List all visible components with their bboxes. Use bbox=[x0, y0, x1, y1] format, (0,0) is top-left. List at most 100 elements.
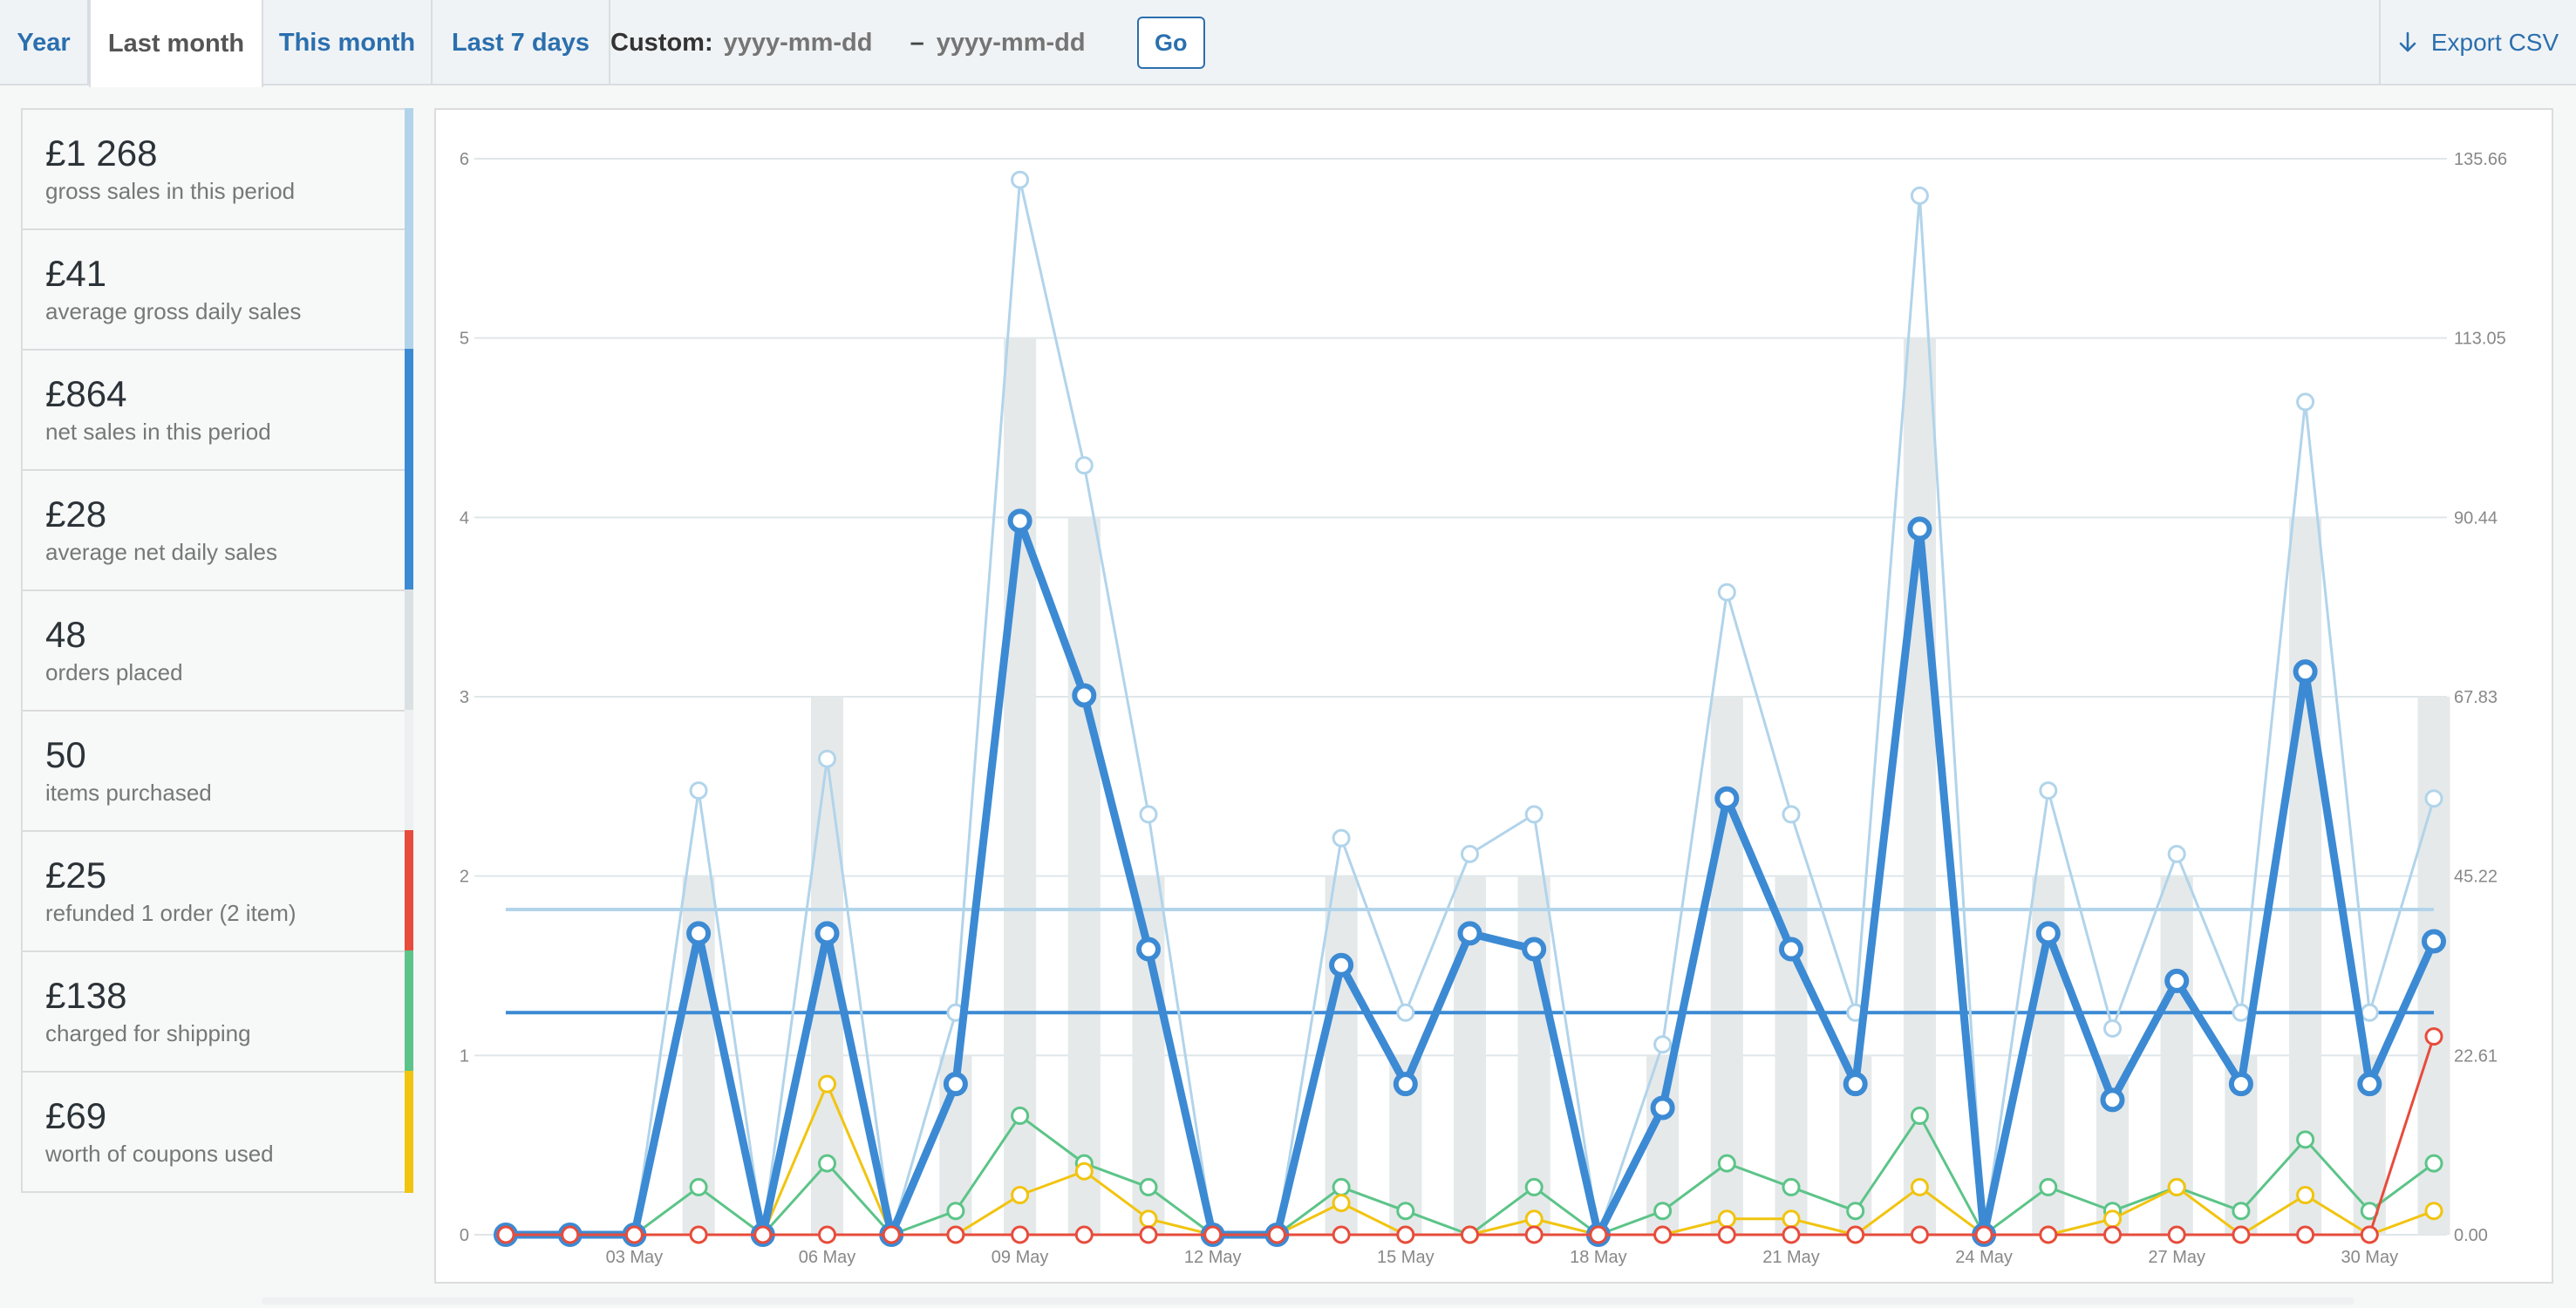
date-range-bar: Year Last month This month Last 7 days C… bbox=[0, 0, 2576, 87]
point-net-sales-in-this-period bbox=[1522, 937, 1547, 962]
export-csv-button[interactable]: Export CSV bbox=[2379, 0, 2576, 85]
x-tick-label: 21 May bbox=[1762, 1248, 1820, 1267]
legend-item[interactable]: £1 268 gross sales in this period bbox=[23, 108, 413, 230]
legend-item[interactable]: £864 net sales in this period bbox=[23, 349, 413, 471]
point-net-sales-in-this-period bbox=[2035, 921, 2061, 946]
point-charged-for-shipping bbox=[818, 1154, 836, 1173]
legend-color-swatch bbox=[405, 1071, 413, 1193]
point-charged-for-shipping bbox=[2296, 1130, 2315, 1149]
point-refunded-1-order-(2-item) bbox=[1653, 1225, 1673, 1244]
tab-last-7-days[interactable]: Last 7 days bbox=[433, 0, 610, 85]
legend-description: worth of coupons used bbox=[45, 1141, 274, 1167]
point-worth-of-coupons-used bbox=[1332, 1194, 1351, 1213]
legend-item[interactable]: £69 worth of coupons used bbox=[23, 1071, 413, 1193]
point-net-sales-in-this-period bbox=[1457, 921, 1482, 946]
tab-last-month[interactable]: Last month bbox=[89, 0, 263, 87]
point-gross-sales-in-this-period bbox=[1139, 805, 1158, 824]
y-left-tick-label: 2 bbox=[460, 868, 469, 887]
go-button[interactable]: Go bbox=[1136, 17, 1205, 69]
legend-item[interactable]: £25 refunded 1 order (2 item) bbox=[23, 830, 413, 952]
legend-amount: £25 bbox=[45, 855, 107, 896]
point-charged-for-shipping bbox=[1011, 1107, 1030, 1126]
legend-amount: £138 bbox=[45, 975, 127, 1016]
legend-item[interactable]: £28 average net daily sales bbox=[23, 469, 413, 591]
point-refunded-1-order-(2-item) bbox=[2232, 1225, 2251, 1244]
point-gross-sales-in-this-period bbox=[818, 749, 836, 768]
point-worth-of-coupons-used bbox=[1910, 1177, 1929, 1196]
bar-items-purchased bbox=[1004, 337, 1037, 1236]
point-refunded-1-order-(2-item) bbox=[1461, 1225, 1479, 1244]
x-tick-label: 06 May bbox=[799, 1248, 856, 1267]
legend-amount: 48 bbox=[45, 614, 86, 655]
x-tick-label: 12 May bbox=[1184, 1248, 1242, 1267]
legend-description: items purchased bbox=[45, 780, 212, 806]
point-worth-of-coupons-used bbox=[1717, 1209, 1736, 1229]
end-date-input[interactable] bbox=[936, 28, 1111, 58]
point-refunded-1-order-(2-item) bbox=[561, 1225, 580, 1244]
point-refunded-1-order-(2-item) bbox=[689, 1225, 708, 1244]
point-charged-for-shipping bbox=[1396, 1202, 1415, 1221]
point-net-sales-in-this-period bbox=[1007, 508, 1032, 534]
legend-description: refunded 1 order (2 item) bbox=[45, 900, 296, 926]
x-tick-label: 15 May bbox=[1377, 1248, 1435, 1267]
point-worth-of-coupons-used bbox=[2167, 1177, 2186, 1196]
point-gross-sales-in-this-period bbox=[1717, 582, 1736, 602]
point-gross-sales-in-this-period bbox=[1524, 805, 1544, 824]
point-gross-sales-in-this-period bbox=[1332, 828, 1351, 848]
legend-item[interactable]: 50 items purchased bbox=[23, 710, 413, 832]
y-right-tick-label: 90.44 bbox=[2454, 508, 2498, 528]
point-net-sales-in-this-period bbox=[1843, 1072, 1868, 1097]
legend-color-swatch bbox=[405, 589, 413, 712]
point-worth-of-coupons-used bbox=[818, 1074, 836, 1093]
point-refunded-1-order-(2-item) bbox=[1396, 1225, 1415, 1244]
legend-item[interactable]: 48 orders placed bbox=[23, 589, 413, 712]
point-gross-sales-in-this-period bbox=[1074, 456, 1094, 475]
point-gross-sales-in-this-period bbox=[1461, 844, 1479, 863]
point-worth-of-coupons-used bbox=[2296, 1186, 2315, 1205]
y-left-tick-label: 5 bbox=[460, 330, 469, 349]
tab-year[interactable]: Year bbox=[0, 0, 89, 85]
legend-color-swatch bbox=[405, 950, 413, 1073]
point-refunded-1-order-(2-item) bbox=[496, 1225, 515, 1244]
bar-items-purchased bbox=[1903, 337, 1936, 1236]
x-tick-label: 09 May bbox=[992, 1248, 1049, 1267]
point-gross-sales-in-this-period bbox=[1782, 805, 1801, 824]
y-right-tick-label: 113.05 bbox=[2454, 330, 2506, 349]
legend-amount: £28 bbox=[45, 494, 107, 535]
start-date-input[interactable] bbox=[723, 28, 898, 58]
legend-amount: £69 bbox=[45, 1095, 107, 1136]
x-tick-label: 03 May bbox=[606, 1248, 664, 1267]
point-gross-sales-in-this-period bbox=[1011, 170, 1030, 189]
point-gross-sales-in-this-period bbox=[2103, 1018, 2122, 1038]
y-right-tick-label: 22.61 bbox=[2454, 1046, 2498, 1066]
legend-color-swatch bbox=[405, 469, 413, 591]
legend-amount: £1 268 bbox=[45, 133, 158, 174]
point-refunded-1-order-(2-item) bbox=[1332, 1225, 1351, 1244]
sales-chart: 0 0.00 1 22.61 2 45.22 3 67.83 4 90.44 5 113.05 6 135… bbox=[434, 108, 2553, 1284]
point-net-sales-in-this-period bbox=[2164, 968, 2190, 993]
point-refunded-1-order-(2-item) bbox=[818, 1225, 836, 1244]
x-tick-label: 24 May bbox=[1955, 1248, 2013, 1267]
point-net-sales-in-this-period bbox=[2100, 1087, 2125, 1113]
point-refunded-1-order-(2-item) bbox=[2424, 1027, 2443, 1046]
point-refunded-1-order-(2-item) bbox=[753, 1225, 773, 1244]
y-right-tick-label: 45.22 bbox=[2454, 868, 2498, 887]
point-gross-sales-in-this-period bbox=[1396, 1003, 1415, 1022]
point-gross-sales-in-this-period bbox=[1653, 1035, 1673, 1054]
custom-range-label: Custom: bbox=[610, 28, 713, 57]
legend-description: orders placed bbox=[45, 659, 183, 685]
point-gross-sales-in-this-period bbox=[2039, 781, 2058, 800]
point-charged-for-shipping bbox=[1139, 1177, 1158, 1196]
y-right-tick-label: 135.66 bbox=[2454, 150, 2507, 169]
y-left-tick-label: 4 bbox=[460, 508, 469, 528]
legend-item[interactable]: £41 average gross daily sales bbox=[23, 228, 413, 351]
legend-item[interactable]: £138 charged for shipping bbox=[23, 950, 413, 1073]
bar-items-purchased bbox=[2160, 875, 2193, 1235]
tab-this-month[interactable]: This month bbox=[263, 0, 433, 85]
point-net-sales-in-this-period bbox=[2422, 929, 2446, 954]
y-left-tick-label: 6 bbox=[460, 150, 469, 169]
point-charged-for-shipping bbox=[1910, 1107, 1929, 1126]
legend-amount: 50 bbox=[45, 734, 86, 775]
point-net-sales-in-this-period bbox=[1393, 1072, 1418, 1097]
legend-amount: £41 bbox=[45, 253, 107, 294]
